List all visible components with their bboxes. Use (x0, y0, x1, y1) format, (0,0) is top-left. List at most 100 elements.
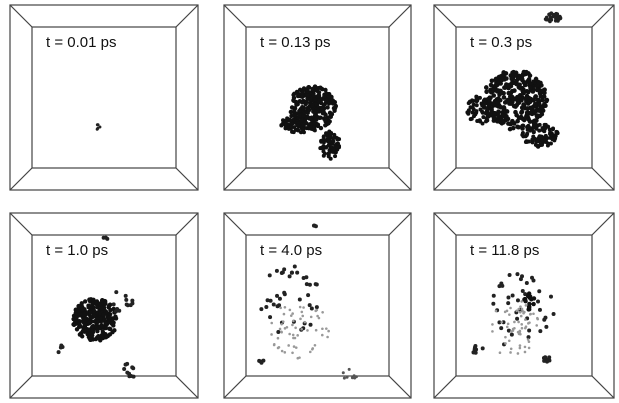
cluster-atom (309, 323, 313, 327)
cluster-atom (475, 103, 479, 107)
box-edge (434, 213, 456, 235)
cluster-atom (535, 324, 538, 327)
cluster-atom (520, 109, 525, 114)
panel: t = 11.8 ps (434, 213, 614, 398)
time-label: t = 0.3 ps (470, 34, 532, 51)
time-label: t = 4.0 ps (260, 242, 322, 259)
cluster-atom (299, 318, 302, 321)
cluster-atom (484, 85, 489, 90)
cluster-atom (335, 138, 339, 142)
cluster-atom (122, 367, 126, 371)
cluster-atom (551, 15, 555, 19)
cluster-atom (554, 131, 558, 135)
cluster-atom (332, 136, 336, 140)
cluster-atom (517, 321, 520, 324)
cluster-atom (321, 311, 324, 314)
cluster-atom (538, 329, 542, 333)
cluster-atom (309, 117, 313, 121)
cluster-atom (544, 123, 548, 127)
cluster-atom (525, 132, 529, 136)
cluster-atom (499, 351, 502, 354)
cluster-atom (325, 327, 328, 330)
cluster-atom (329, 157, 333, 161)
cluster-atom (521, 90, 526, 95)
box-edge (389, 168, 411, 190)
cluster-atom (308, 97, 312, 101)
cluster-atom (531, 89, 536, 94)
cluster-atom (548, 12, 552, 16)
cluster-atom (293, 265, 297, 269)
cluster-atom (335, 145, 339, 149)
time-label: t = 0.01 ps (46, 34, 116, 51)
cluster-atom (283, 123, 287, 127)
box-edge (389, 213, 411, 235)
cluster-atom (528, 321, 531, 324)
cluster-atom (505, 98, 510, 103)
cluster-atom (515, 272, 519, 276)
cluster-atom (524, 351, 527, 354)
cluster-atom (283, 313, 286, 316)
cluster-atom (105, 237, 109, 241)
cluster-atom (519, 344, 522, 347)
cluster-atom (509, 351, 512, 354)
cluster-atom (520, 274, 524, 278)
box-edge (592, 168, 614, 190)
cluster-atom (540, 88, 545, 93)
cluster-atom (124, 298, 128, 302)
cluster-atom (307, 85, 311, 89)
time-label: t = 11.8 ps (470, 242, 539, 259)
cluster-atom (503, 115, 508, 120)
cluster-atom (102, 317, 106, 321)
cluster-atom (510, 89, 515, 94)
cluster-atom (546, 144, 550, 148)
cluster-atom (125, 362, 129, 366)
cluster-atom (273, 344, 276, 347)
cluster-atom (532, 122, 536, 126)
cluster-atom (314, 224, 318, 228)
cluster-atom (527, 99, 532, 104)
cluster-atom (515, 82, 520, 87)
cluster-atom (492, 111, 497, 116)
cluster-atom (521, 123, 526, 128)
cluster-atom (532, 312, 535, 315)
cluster-atom (486, 115, 490, 119)
cluster-atom (543, 355, 547, 359)
cluster-atom (524, 346, 527, 349)
cluster-atom (264, 305, 268, 309)
cluster-atom (295, 102, 299, 106)
cluster-atom (308, 303, 312, 307)
cluster-atom (497, 284, 501, 288)
box-edge (224, 168, 246, 190)
cluster-atom (527, 328, 531, 332)
cluster-atom (533, 103, 538, 108)
cluster-atom (520, 116, 525, 121)
cluster-atom (535, 144, 539, 148)
cluster-atom (500, 119, 505, 124)
cluster-atom (508, 273, 512, 277)
box-edge (434, 168, 456, 190)
cluster-atom (528, 347, 531, 350)
cluster-atom (525, 106, 530, 111)
cluster-atom (298, 298, 302, 302)
cluster-atom (515, 119, 520, 124)
cluster-atom (528, 82, 533, 87)
cluster-atom (293, 113, 297, 117)
cluster-atom (284, 327, 287, 330)
cluster-atom (259, 307, 263, 311)
cluster-atom (299, 119, 303, 123)
cluster-atom (552, 137, 556, 141)
cluster-atom (310, 87, 314, 91)
cluster-atom (524, 318, 527, 321)
cluster-atom (517, 352, 520, 355)
cluster-atom (130, 365, 134, 369)
cluster-atom (293, 345, 296, 348)
cluster-atom (87, 321, 91, 325)
cluster-atom (315, 305, 319, 309)
cluster-atom (510, 333, 514, 337)
cluster-atom (327, 330, 330, 333)
cluster-atom (275, 269, 279, 273)
cluster-atom (292, 92, 296, 96)
cluster-atom (89, 315, 93, 319)
cluster-atom (512, 104, 517, 109)
cluster-atom (289, 110, 293, 114)
